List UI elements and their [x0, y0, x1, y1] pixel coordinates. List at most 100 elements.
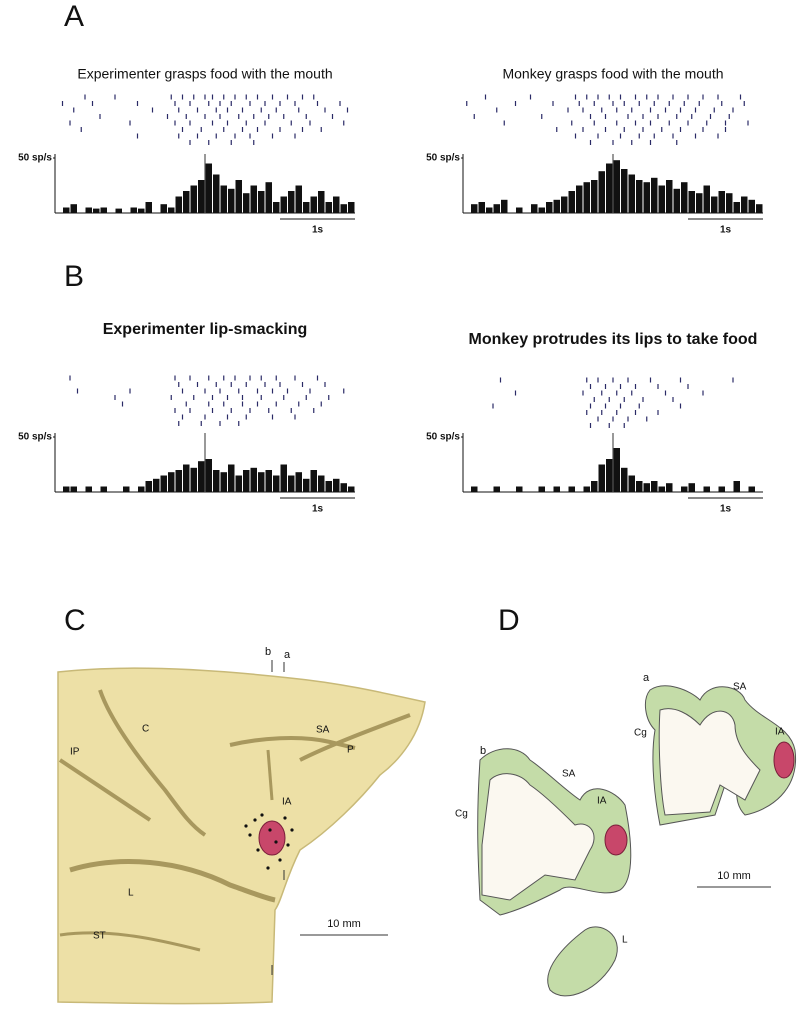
- bar: [471, 486, 478, 492]
- bar: [493, 204, 500, 213]
- bar: [280, 464, 287, 492]
- chart-title: Monkey grasps food with the mouth: [502, 66, 723, 82]
- sulcus-label: C: [142, 724, 149, 735]
- bar: [258, 472, 265, 492]
- dot: [253, 818, 257, 822]
- cortex: [547, 926, 618, 997]
- bar: [553, 486, 560, 492]
- panel-label: D: [498, 604, 520, 637]
- bar: [160, 204, 167, 213]
- sulcus-label: L: [622, 935, 628, 946]
- responsive-site: [258, 820, 286, 856]
- bar: [190, 467, 197, 492]
- bar: [718, 191, 725, 213]
- responsive-site: [604, 824, 628, 856]
- y-tick-label: 50 sp/s: [18, 432, 52, 443]
- dot: [244, 824, 248, 828]
- bar: [295, 185, 302, 213]
- dot: [274, 840, 278, 844]
- bar: [621, 169, 628, 213]
- bar: [198, 461, 205, 492]
- section-a: [644, 685, 797, 888]
- sulcus-label: SA: [562, 769, 576, 780]
- chart-title: Monkey protrudes its lips to take food: [469, 331, 758, 348]
- dot: [266, 866, 270, 870]
- bar: [613, 160, 620, 213]
- bar: [183, 464, 190, 492]
- sulcus-label: IA: [282, 797, 292, 808]
- bar: [621, 467, 628, 492]
- bar: [486, 207, 493, 213]
- bar: [658, 185, 665, 213]
- section-label: a: [284, 649, 291, 661]
- bar: [658, 486, 665, 492]
- sulcus-label: IP: [70, 747, 80, 758]
- bar: [576, 185, 583, 213]
- bar: [280, 196, 287, 213]
- bar: [333, 478, 340, 492]
- bar: [325, 481, 332, 492]
- bar: [325, 202, 332, 213]
- bar: [531, 204, 538, 213]
- bar: [333, 196, 340, 213]
- bar: [516, 486, 523, 492]
- panel-label: A: [64, 0, 84, 33]
- sulcus-label: L: [128, 888, 134, 899]
- bar: [243, 470, 250, 492]
- sulcus-label: Cg: [634, 728, 647, 739]
- bar: [591, 481, 598, 492]
- bar: [583, 182, 590, 213]
- bar: [310, 470, 317, 492]
- dot: [256, 848, 260, 852]
- bar: [168, 207, 175, 213]
- bar: [666, 483, 673, 492]
- bar: [273, 475, 280, 492]
- bar: [228, 464, 235, 492]
- bar: [93, 208, 100, 213]
- bar: [643, 182, 650, 213]
- bar: [538, 207, 545, 213]
- time-scale-label: 1s: [720, 504, 732, 515]
- bar: [303, 478, 310, 492]
- bar: [681, 486, 688, 492]
- scale-label: 10 mm: [327, 918, 361, 930]
- bar: [175, 196, 182, 213]
- bar: [628, 174, 635, 213]
- bar: [636, 180, 643, 213]
- bar: [70, 486, 77, 492]
- bar: [348, 486, 355, 492]
- bar: [688, 191, 695, 213]
- bar: [318, 191, 325, 213]
- bar: [568, 486, 575, 492]
- bar: [213, 174, 220, 213]
- bar: [250, 185, 257, 213]
- dot: [286, 843, 290, 847]
- panel-label: B: [64, 260, 84, 293]
- y-tick-label: 50 sp/s: [426, 432, 460, 443]
- bar: [546, 202, 553, 213]
- bar: [265, 470, 272, 492]
- dot: [260, 813, 264, 817]
- bar: [303, 202, 310, 213]
- bar: [741, 196, 748, 213]
- bar: [651, 481, 658, 492]
- bar: [516, 207, 523, 213]
- bar: [733, 481, 740, 492]
- sulcus: [69, 859, 276, 903]
- bar: [501, 199, 508, 213]
- bar: [100, 486, 107, 492]
- white-matter: [658, 708, 761, 816]
- bar: [85, 486, 92, 492]
- bar: [243, 193, 250, 213]
- bar: [583, 486, 590, 492]
- bar: [160, 475, 167, 492]
- bar: [265, 182, 272, 213]
- bar: [733, 202, 740, 213]
- bar: [220, 185, 227, 213]
- sulcus: [229, 736, 356, 750]
- bar: [606, 459, 613, 492]
- bar: [205, 163, 212, 213]
- bar: [340, 483, 347, 492]
- sulcus: [98, 689, 207, 837]
- bar: [310, 196, 317, 213]
